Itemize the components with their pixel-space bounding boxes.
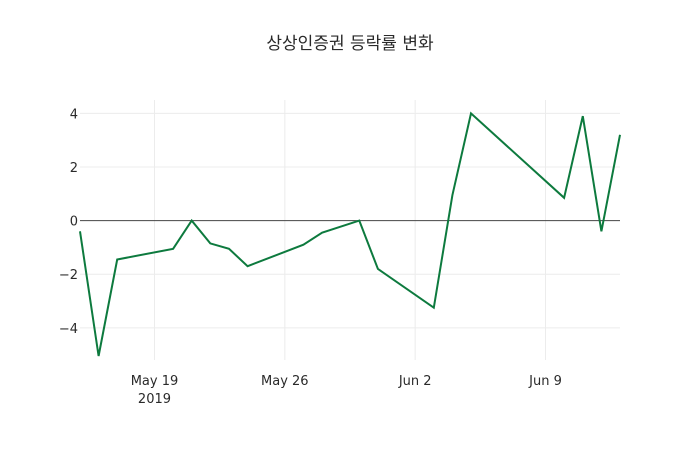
y-axis-ticks: 4 2 0 −2 −4 [59,107,78,336]
x-tick-label: May 19 [131,374,179,389]
y-tick-label: 2 [70,161,78,176]
x-tick-label: Jun 2 [398,374,432,389]
y-tick-label: −2 [59,268,78,283]
y-tick-label: 0 [70,215,78,230]
chart-title: 상상인증권 등락률 변화 [266,34,434,54]
x-tick-label: Jun 9 [528,374,562,389]
y-tick-label: 4 [70,107,78,122]
x-tick-year: 2019 [138,392,171,407]
gridlines [80,100,620,360]
y-tick-label: −4 [59,322,78,337]
x-axis-ticks: May 19 2019 May 26 Jun 2 Jun 9 [131,374,562,407]
x-tick-label: May 26 [261,374,309,389]
series-line [79,111,621,357]
